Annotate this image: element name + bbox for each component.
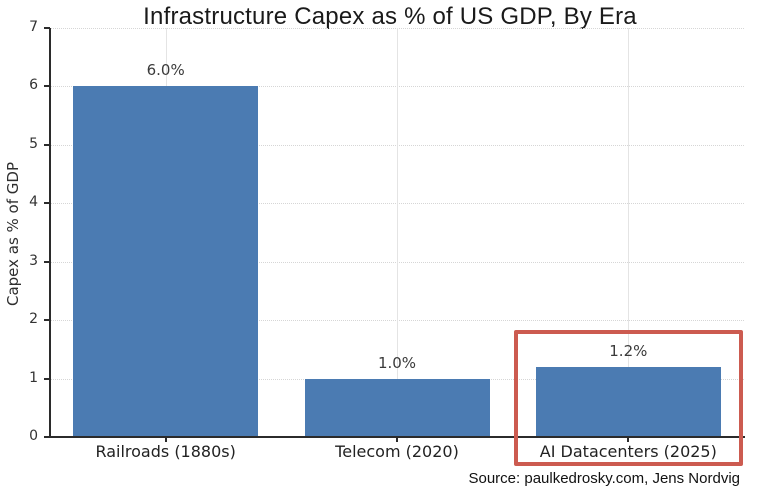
y-tick-label: 2 xyxy=(29,311,38,328)
y-tick-mark xyxy=(44,436,50,438)
gridline-vertical xyxy=(628,28,630,437)
y-tick-label: 7 xyxy=(29,19,38,35)
x-tick-mark xyxy=(164,437,167,442)
chart-title: Infrastructure Capex as % of US GDP, By … xyxy=(143,3,637,30)
y-tick-mark xyxy=(44,260,50,263)
bar-value-label: 1.2% xyxy=(609,341,648,360)
y-tick-mark xyxy=(44,319,50,322)
highlight-box xyxy=(513,329,743,466)
x-tick-mark xyxy=(627,437,630,442)
y-tick-label: 5 xyxy=(29,135,38,152)
source-attribution: Source: paulkedrosky.com, Jens Nordvig xyxy=(468,470,740,487)
x-tick-label: AI Datacenters (2025) xyxy=(539,442,717,461)
y-tick-label: 1 xyxy=(29,369,38,386)
x-tick-label: Railroads (1880s) xyxy=(95,442,236,461)
y-tick-label: 3 xyxy=(29,252,38,269)
y-tick-label: 4 xyxy=(29,194,38,211)
y-axis-spine xyxy=(49,28,51,438)
bar-value-label: 6.0% xyxy=(146,61,185,80)
x-tick-mark xyxy=(396,437,398,442)
y-tick-mark xyxy=(44,202,50,205)
bar-value-label: 1.0% xyxy=(377,353,417,372)
gridline-vertical xyxy=(397,28,398,437)
y-tick-mark xyxy=(44,377,50,380)
x-axis-spine xyxy=(49,436,745,438)
y-tick-mark xyxy=(44,27,50,29)
bar-3 xyxy=(535,366,721,437)
y-tick-label: 6 xyxy=(29,77,38,94)
y-tick-label: 0 xyxy=(29,428,38,444)
y-tick-mark xyxy=(44,85,50,88)
y-tick-mark xyxy=(44,143,50,146)
bar-1 xyxy=(73,86,259,437)
x-tick-label: Telecom (2020) xyxy=(335,442,459,461)
bar-2 xyxy=(304,378,490,437)
